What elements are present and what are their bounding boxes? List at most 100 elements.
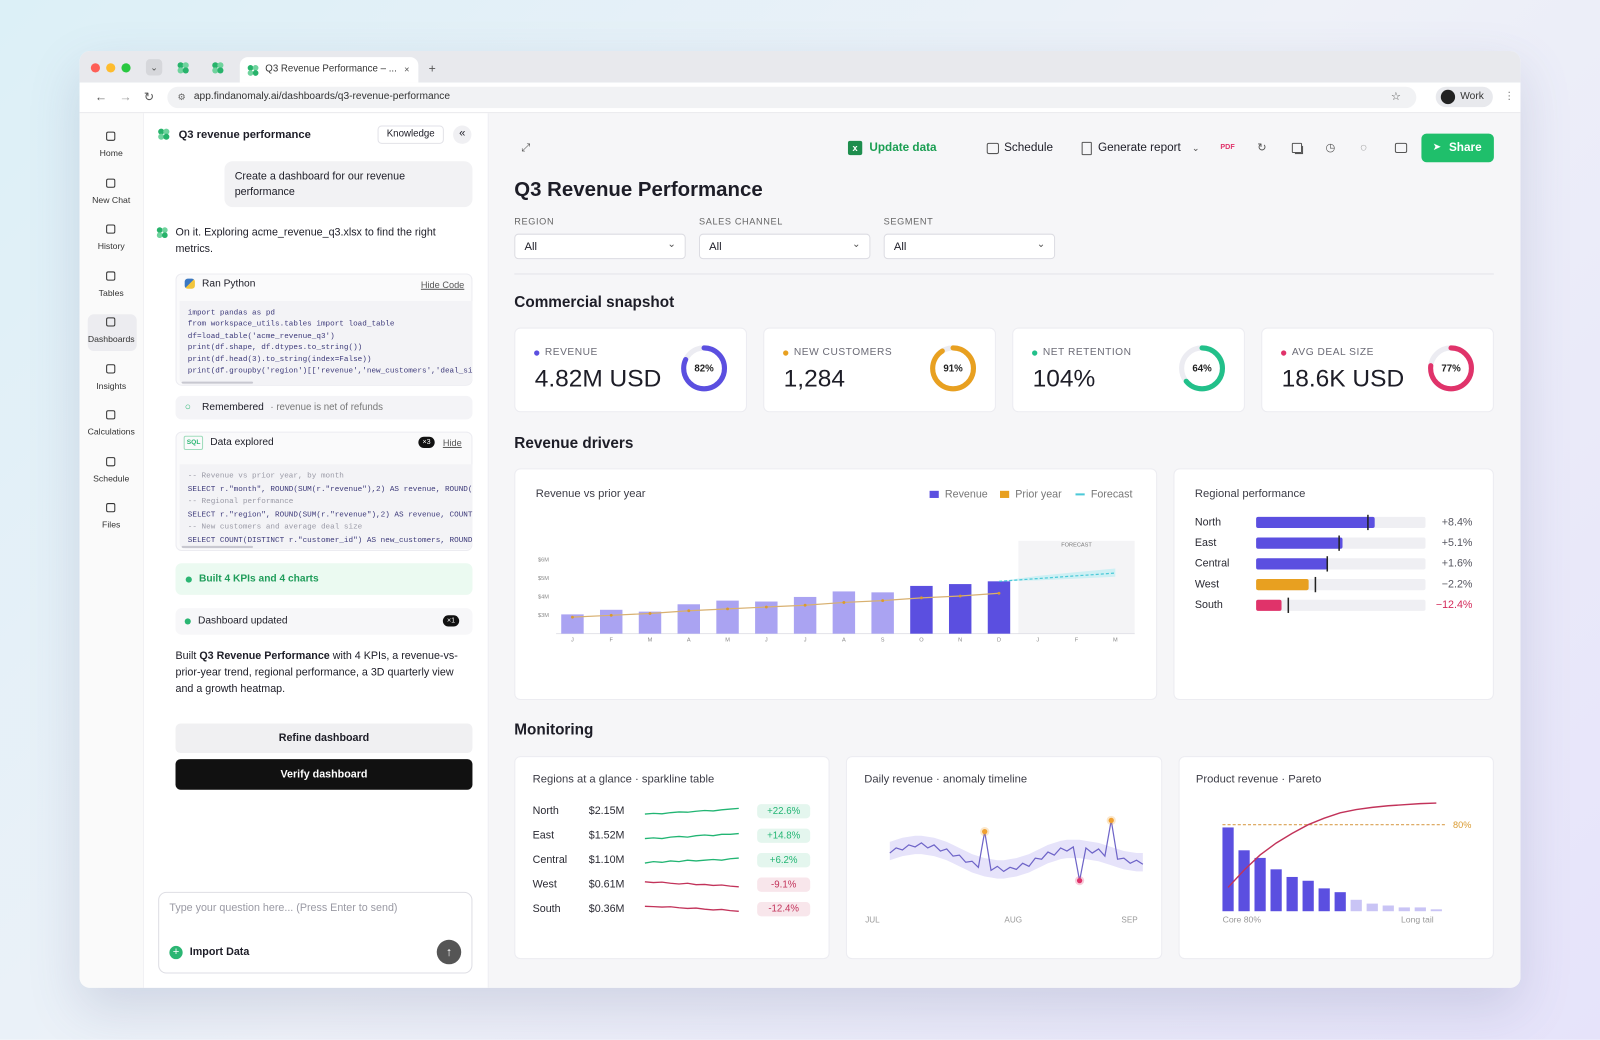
refresh-button[interactable]: ↻ [1257, 141, 1267, 155]
schedule-button[interactable]: Schedule [1004, 141, 1054, 155]
profile-name: Work [1460, 90, 1484, 103]
copy-button[interactable] [1291, 142, 1303, 154]
import-button[interactable]: Import Data [189, 945, 250, 959]
reload-button[interactable]: ↻ [143, 89, 155, 105]
pdf-button[interactable]: PDF [1220, 143, 1235, 152]
tab-menu[interactable]: ⌄ [145, 59, 163, 76]
collapse-button[interactable]: « [453, 125, 472, 144]
bookmark-star[interactable]: ☆ [1390, 90, 1401, 104]
back-button[interactable]: ← [94, 89, 108, 105]
nav-icon[interactable] [106, 317, 116, 327]
doc-icon [1081, 141, 1092, 156]
expand-button[interactable]: ⤢ [521, 141, 531, 155]
calendar-icon [986, 142, 999, 155]
pinned-tab[interactable] [177, 61, 190, 74]
theme-button[interactable]: ◌ [1360, 141, 1367, 155]
history-button[interactable]: ◷ [1325, 141, 1336, 155]
verify-button[interactable]: Verify dashboard [175, 759, 473, 790]
refine-button[interactable]: Refine dashboard [175, 723, 473, 754]
forward-button[interactable]: → [119, 89, 132, 105]
nav-icon[interactable] [106, 456, 116, 466]
code-line: print(df.head(3).to_string(index=False)) [187, 355, 372, 364]
assistant-logo [156, 226, 168, 239]
new-tab[interactable]: + [428, 61, 436, 76]
filter-select[interactable] [698, 233, 871, 260]
nav-label[interactable]: Home [99, 147, 123, 159]
knowledge-button[interactable]: Knowledge [377, 125, 444, 144]
code-line: print(df.shape, df.dtypes.to_string()) [187, 344, 363, 353]
divider [514, 273, 1494, 275]
code-line: SELECT COUNT(DISTINCT r."customer_id") A… [187, 536, 473, 545]
summary-text: with 4 KPIs, a revenue-vs-prior-year tre… [175, 649, 458, 695]
filter-label: SEGMENT [883, 216, 934, 227]
assistant-intro: On it. Exploring acme_revenue_q3.xlsx to… [175, 226, 436, 256]
active-tab[interactable] [239, 57, 419, 83]
summary-bold: Q3 Revenue Performance [199, 649, 330, 663]
logo-icon [247, 64, 259, 76]
forecast-panel [1018, 540, 1135, 634]
chat-input[interactable] [158, 891, 473, 974]
nav-label[interactable]: Tables [98, 287, 124, 298]
nav-icon[interactable] [106, 178, 116, 188]
nav-icon[interactable] [106, 503, 116, 513]
nav-sidebar [79, 113, 144, 988]
input-placeholder: Type your question here... (Press Enter … [169, 902, 398, 915]
minimize-dot[interactable] [106, 63, 116, 73]
pinned-tab[interactable] [211, 61, 224, 74]
nav-icon[interactable] [106, 224, 116, 234]
comment-button[interactable] [1394, 142, 1408, 154]
hide-code[interactable]: Hide Code [420, 279, 465, 290]
nav-label[interactable]: Calculations [87, 426, 135, 437]
section-title: Revenue drivers [514, 434, 634, 453]
code-line: -- Regional performance [187, 497, 294, 507]
filter-select[interactable] [883, 233, 1056, 260]
share-icon: ➤ [1432, 141, 1442, 154]
scrollbar [181, 545, 254, 548]
code-line: import pandas as pd [187, 309, 276, 318]
close-dot[interactable] [90, 63, 100, 73]
built-row [175, 563, 473, 595]
generate-report[interactable]: Generate report [1097, 141, 1181, 155]
assistant-logo [157, 128, 170, 141]
logo-icon [212, 62, 224, 74]
nav-icon[interactable] [106, 363, 116, 373]
send-button[interactable]: ↑ [436, 939, 462, 965]
nav-label[interactable]: Dashboards [87, 333, 135, 344]
filter-chevron: ⌄ [1036, 238, 1046, 250]
updated-text: Dashboard updated [197, 615, 288, 627]
nav-label[interactable]: History [97, 240, 125, 252]
share-button[interactable] [1421, 133, 1494, 163]
nav-label[interactable]: Files [102, 519, 121, 530]
site-settings[interactable]: ⚙ [177, 91, 186, 103]
code-line: -- New customers and average deal size [187, 523, 363, 532]
nav-label[interactable]: New Chat [92, 194, 131, 205]
remembered-note: · revenue is net of refunds [270, 402, 384, 414]
filter-chevron: ⌄ [667, 238, 676, 250]
sql-code: -- Revenue vs prior year, by month SELECT… [179, 464, 473, 549]
nav-icon[interactable] [106, 270, 116, 281]
status-dot [185, 576, 192, 583]
url-bar[interactable] [167, 86, 1417, 109]
hide-sql[interactable]: Hide [442, 437, 462, 448]
update-data[interactable]: Update data [869, 141, 937, 155]
bulb-icon: ○ [184, 402, 191, 414]
remembered-label: Remembered [202, 402, 264, 414]
browser-menu[interactable]: ⋮ [1504, 90, 1515, 103]
kpi-value: 18.6K USD [1281, 365, 1405, 393]
dashboard-title: Q3 Revenue Performance [514, 178, 763, 202]
sql-badge: SQL [183, 435, 204, 450]
nav-label[interactable]: Insights [96, 380, 127, 391]
nav-icon[interactable] [106, 131, 116, 141]
nav-label[interactable]: Schedule [93, 472, 130, 484]
code-line: df=load_table('acme_revenue_q3') [187, 332, 335, 341]
kpi-label: REVENUE [544, 346, 598, 359]
nav-icon[interactable] [106, 410, 116, 420]
zoom-dot[interactable] [121, 63, 131, 73]
tab-close[interactable]: × [404, 64, 410, 75]
logo-icon [156, 227, 168, 239]
kpi-value: 1,284 [783, 365, 845, 393]
filter-select[interactable] [514, 233, 686, 260]
report-chevron[interactable]: ⌄ [1191, 142, 1200, 154]
profile-avatar [1440, 89, 1456, 105]
